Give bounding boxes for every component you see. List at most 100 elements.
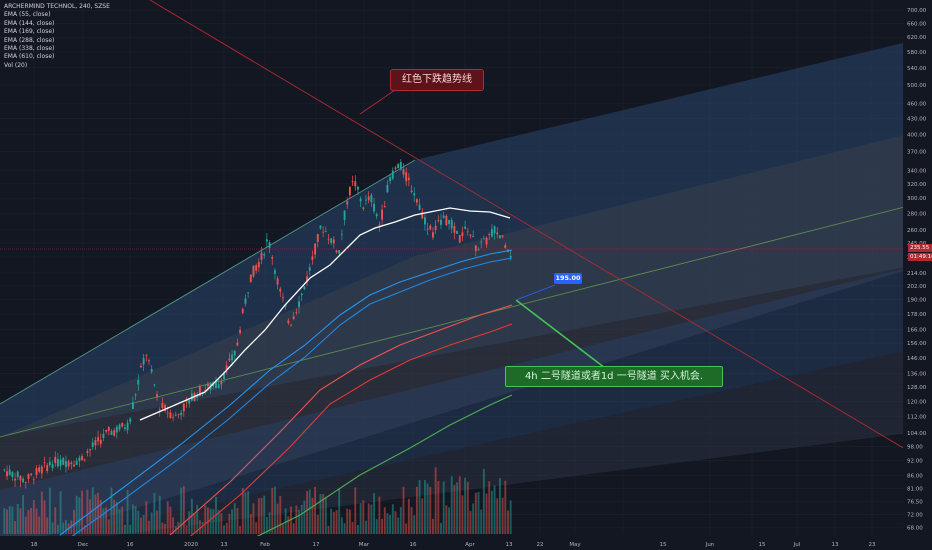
volume-bar — [209, 508, 212, 534]
volume-bar — [268, 512, 271, 534]
candle-body — [442, 215, 445, 218]
candle-body — [434, 225, 437, 231]
volume-bar — [273, 486, 276, 534]
volume-bar — [134, 506, 137, 534]
volume-bar — [482, 469, 485, 534]
volume-bar — [204, 505, 207, 534]
volume-bar — [501, 497, 504, 534]
price-tick-label: 92.00 — [907, 458, 923, 464]
time-tick-label: 15 — [759, 542, 766, 548]
downtrend-callout[interactable]: 红色下跌趋势线 — [390, 69, 484, 91]
volume-bar — [255, 522, 258, 534]
ema-288-line — [169, 304, 513, 536]
volume-bar — [142, 514, 145, 534]
candle-body — [217, 384, 220, 389]
candle-body — [319, 225, 322, 229]
price-tick-label: 146.00 — [907, 356, 927, 362]
channel-top-edge — [0, 159, 416, 405]
price-tick-label: 620.00 — [907, 35, 927, 41]
candle-body — [466, 231, 469, 233]
legend-ema-169[interactable]: EMA (169, close) — [4, 28, 55, 36]
candle-body — [22, 478, 25, 483]
time-tick-label: 17 — [313, 542, 320, 548]
volume-bar — [367, 503, 370, 534]
candle-body — [311, 256, 314, 260]
candle-body — [295, 312, 298, 314]
volume-bar — [362, 500, 365, 534]
volume-bar — [247, 491, 250, 534]
volume-bar — [16, 503, 19, 534]
volume-bar — [472, 503, 475, 534]
candle-body — [292, 316, 295, 320]
candle-body — [413, 193, 416, 196]
candle-body — [252, 265, 255, 277]
volume-bar — [30, 507, 33, 534]
time-tick-label: Feb — [260, 542, 270, 548]
candle-body — [182, 403, 185, 412]
volume-bar — [402, 486, 405, 534]
candle-body — [121, 422, 124, 427]
candle-body — [445, 215, 448, 226]
candle-body — [32, 479, 35, 481]
volume-bar — [75, 495, 78, 534]
candle-body — [51, 464, 54, 469]
candle-body — [86, 451, 89, 453]
legend-ema-55[interactable]: EMA (55, close) — [4, 11, 51, 19]
time-axis[interactable]: 18 Dec 16 2020 13 Feb 17 Mar 16 Apr 13 22 May 15 Jun 15… — [0, 536, 903, 550]
volume-bar — [107, 519, 110, 534]
price-tick-label: 136.00 — [907, 372, 927, 378]
price-tick-label: 156.00 — [907, 341, 927, 347]
candle-body — [131, 402, 134, 409]
volume-bar — [458, 476, 461, 534]
candle-body — [94, 440, 97, 446]
volume-bar — [316, 514, 319, 534]
legend-ema-144[interactable]: EMA (144, close) — [4, 19, 55, 27]
legend-ema-338[interactable]: EMA (338, close) — [4, 45, 55, 53]
volume-bar — [70, 520, 73, 534]
candle-body — [485, 237, 488, 245]
volume-bar — [48, 487, 51, 534]
volume-bar — [440, 522, 442, 534]
candle-body — [164, 405, 167, 412]
price-axis[interactable]: 700.00 660.00 620.00 580.00 540.00 500.00 460.… — [903, 0, 932, 550]
volume-bar — [378, 496, 381, 534]
candle-body — [257, 261, 260, 268]
candle-body — [35, 467, 38, 475]
volume-bar — [228, 513, 231, 534]
time-tick-label: 16 — [127, 542, 134, 548]
candle-body — [273, 270, 276, 274]
price-tick-label: 580.00 — [907, 50, 927, 56]
candle-body — [14, 478, 16, 481]
candle-body — [75, 460, 78, 465]
volume-bar — [499, 477, 501, 534]
price-tick-label: 540.00 — [907, 66, 927, 72]
indicator-legend: ARCHERMIND TECHNOL, 240, SZSE EMA (55, c… — [4, 3, 110, 70]
volume-bar — [373, 493, 375, 534]
volume-bar — [97, 492, 100, 534]
ema-338-line — [179, 323, 513, 546]
time-tick-label: 16 — [410, 542, 417, 548]
volume-bar — [314, 486, 317, 534]
volume-bar — [223, 525, 225, 534]
volume-bar — [118, 509, 121, 534]
volume-bar — [292, 523, 295, 534]
tunnel-callout[interactable]: 4h 二号隧道或者1d 一号隧道 买入机会. — [505, 366, 723, 387]
legend-volume[interactable]: Vol (20) — [4, 61, 28, 69]
volume-bar — [260, 497, 263, 534]
candle-body — [223, 373, 225, 379]
candle-body — [354, 181, 357, 187]
candle-body — [27, 474, 30, 479]
candle-body — [402, 169, 405, 175]
volume-bar — [298, 509, 300, 534]
candle-body — [59, 459, 62, 466]
candle-body — [448, 219, 450, 224]
legend-ema-610[interactable]: EMA (610, close) — [4, 53, 55, 61]
volume-bar — [158, 495, 161, 534]
candle-body — [335, 250, 338, 253]
volume-bar — [169, 506, 172, 534]
time-tick-label: 13 — [832, 542, 839, 548]
legend-ema-288[interactable]: EMA (288, close) — [4, 36, 55, 44]
candle-body — [166, 412, 169, 414]
price-marker-label[interactable]: 195.00 — [554, 273, 582, 284]
